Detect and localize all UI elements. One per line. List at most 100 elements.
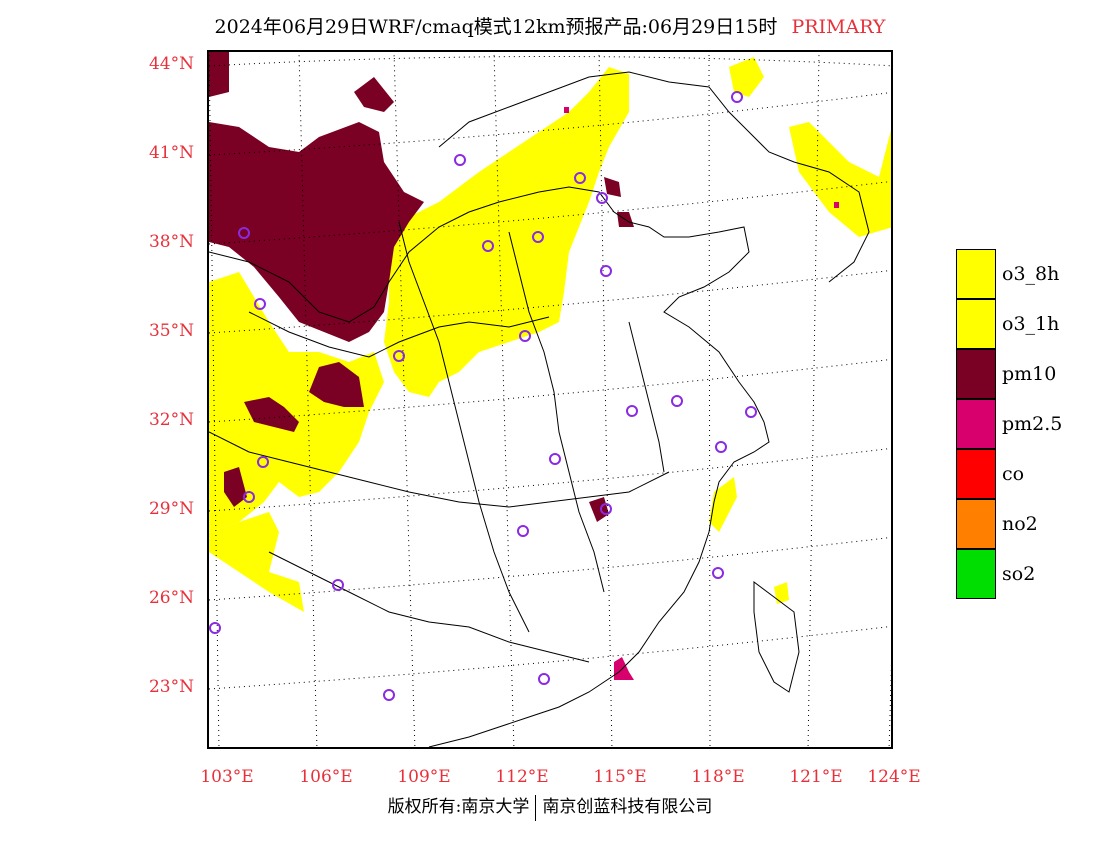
pm10-region-sichuan-north (244, 397, 299, 432)
legend-swatch (956, 549, 996, 599)
station-marker (532, 231, 544, 243)
station-marker (257, 456, 269, 468)
station-marker (519, 330, 531, 342)
legend-label: co (1002, 463, 1025, 485)
map-area[interactable] (207, 50, 893, 749)
station-marker (517, 525, 529, 537)
lat-label-38: 38°N (148, 232, 194, 252)
legend-label: pm10 (1002, 363, 1057, 385)
station-marker (454, 154, 466, 166)
station-marker (715, 441, 727, 453)
map-title-tag: PRIMARY (791, 16, 886, 38)
pm10-region-jiangxi (589, 497, 609, 522)
pm10-field (209, 52, 634, 522)
station-marker (254, 298, 266, 310)
lon-label-103: 103°E (200, 767, 254, 787)
station-marker (671, 395, 683, 407)
station-marker (626, 405, 638, 417)
legend-label: o3_8h (1002, 263, 1060, 285)
map-canvas (209, 52, 891, 747)
lon-label-124: 124°E (867, 767, 921, 787)
o3-region-sichuan (209, 272, 384, 532)
station-marker (574, 172, 586, 184)
station-marker (600, 265, 612, 277)
province-line-3 (268, 551, 590, 663)
station-marker (209, 622, 221, 634)
lon-label-121: 121°E (789, 767, 843, 787)
graticule-lon-118 (708, 52, 711, 747)
station-marker (238, 227, 250, 239)
graticule-lat-29 (209, 447, 891, 512)
graticule-lat-38 (209, 180, 891, 245)
lon-label-112: 112°E (495, 767, 549, 787)
lat-label-32: 32°N (148, 410, 194, 430)
lon-label-118: 118°E (691, 767, 745, 787)
station-marker (538, 673, 550, 685)
footer-right: 南京创蓝科技有限公司 (542, 797, 713, 817)
pm10-region-ordos (209, 122, 424, 342)
boundary-lines (209, 71, 870, 747)
o3-region-yunnan (209, 512, 304, 612)
pm25-region-guangdong (614, 657, 634, 680)
o3-field (209, 57, 891, 612)
lon-label-115: 115°E (593, 767, 647, 787)
o3-region-hebei-north (729, 57, 764, 97)
station-marker (243, 491, 255, 503)
graticule (209, 52, 891, 747)
lat-label-44: 44°N (148, 54, 194, 74)
station-marker (549, 453, 561, 465)
footer-credit: 版权所有:南京大学 南京创蓝科技有限公司 (0, 792, 1100, 821)
graticule-lat-41 (209, 92, 891, 156)
lat-label-23: 23°N (148, 677, 194, 697)
lat-label-35: 35°N (148, 321, 194, 341)
lat-label-41: 41°N (148, 143, 194, 163)
station-marker (596, 192, 608, 204)
footer-left: 版权所有:南京大学 (387, 797, 530, 817)
map-title: 2024年06月29日WRF/cmaq模式12km预报产品:06月29日15时 P… (0, 12, 1100, 39)
northern-border (438, 71, 870, 283)
pm25-spot-2 (834, 202, 839, 208)
taiwan-outline (753, 581, 800, 693)
o3-region-north-china (384, 67, 629, 397)
pm10-region-mongolia (354, 77, 394, 112)
province-line-6 (628, 321, 665, 473)
graticule-lat-23 (209, 625, 891, 690)
legend-label: o3_1h (1002, 313, 1060, 335)
station-marker (482, 240, 494, 252)
station-marker (731, 91, 743, 103)
legend-label: no2 (1002, 513, 1038, 535)
station-marker (712, 567, 724, 579)
legend-swatch (956, 449, 996, 499)
legend-swatch (956, 299, 996, 349)
graticule-lat-44 (209, 56, 891, 67)
legend-swatch (956, 249, 996, 299)
footer-separator (535, 794, 537, 821)
station-markers (209, 91, 757, 701)
station-marker (332, 579, 344, 591)
province-line-5 (508, 231, 605, 593)
pm10-region-northwest-corner (209, 52, 229, 97)
graticule-lat-26 (209, 536, 891, 601)
station-marker (745, 406, 757, 418)
lat-label-26: 26°N (148, 588, 194, 608)
province-line-4 (398, 221, 530, 633)
lon-label-109: 109°E (397, 767, 451, 787)
pm10-region-shaanxi-south (309, 362, 364, 407)
province-line-1 (248, 311, 550, 358)
province-line-2 (209, 431, 670, 508)
china-coastline (209, 186, 770, 747)
pm10-region-beijing (604, 177, 621, 197)
map-title-text: 2024年06月29日WRF/cmaq模式12km预报产品:06月29日15时 (214, 16, 778, 38)
pm10-region-sichuan-south (224, 467, 247, 507)
station-marker (600, 503, 612, 515)
legend-label: pm2.5 (1002, 413, 1063, 435)
legend-swatch (956, 499, 996, 549)
station-marker (393, 350, 405, 362)
lon-label-106: 106°E (299, 767, 353, 787)
graticule-lat-35 (209, 269, 891, 334)
legend-swatch (956, 349, 996, 399)
legend-swatch (956, 399, 996, 449)
o3-region-taiwan-strait (774, 582, 789, 604)
station-marker (383, 689, 395, 701)
legend-label: so2 (1002, 563, 1036, 585)
